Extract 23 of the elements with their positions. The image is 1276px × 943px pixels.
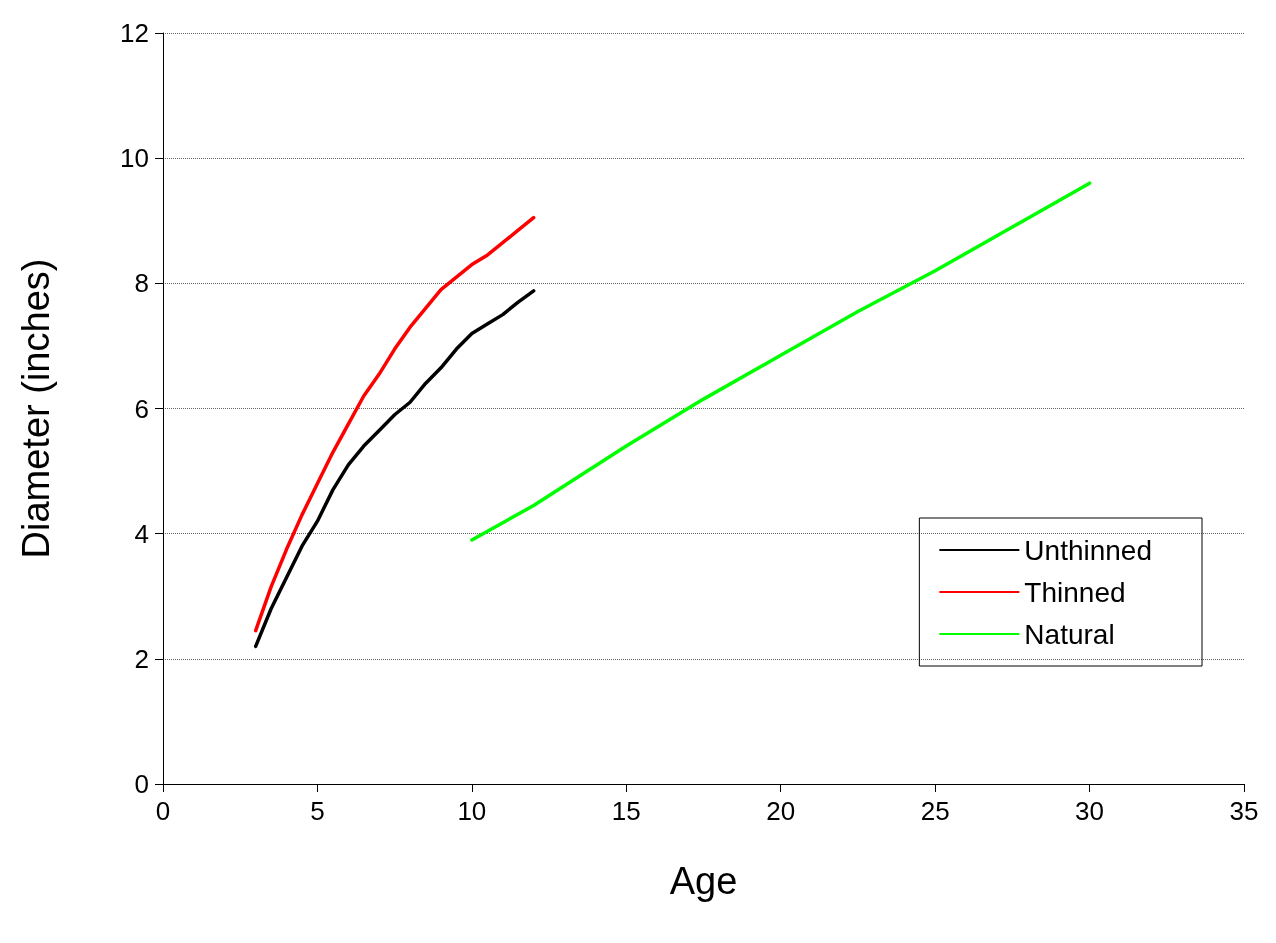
x-axis-title: Age [669,860,738,902]
y-tick-label: 8 [134,268,149,299]
x-tick-label: 25 [920,796,950,826]
x-tick-label: 0 [155,796,171,826]
legend-label: Natural [1024,618,1115,650]
line-series [470,181,1092,542]
line-series [253,289,536,649]
line-series [253,215,536,633]
y-tick-label: 2 [134,643,149,674]
y-tick-label: 10 [120,143,149,174]
y-tick-label: 0 [134,769,149,799]
x-tick-label: 5 [310,796,325,826]
y-tick-label: 6 [134,393,149,424]
x-tick-label: 20 [766,796,796,826]
y-tick-label: 4 [134,518,149,549]
x-tick-label: 10 [457,796,487,826]
y-axis-title: Diameter (inches) [15,258,57,559]
legend-label: Unthinned [1024,534,1152,566]
legend-label: Thinned [1024,576,1126,608]
x-tick-label: 35 [1229,796,1259,826]
y-tick-label: 12 [120,18,149,48]
x-tick-label: 30 [1075,796,1105,826]
x-tick-label: 15 [611,796,641,826]
